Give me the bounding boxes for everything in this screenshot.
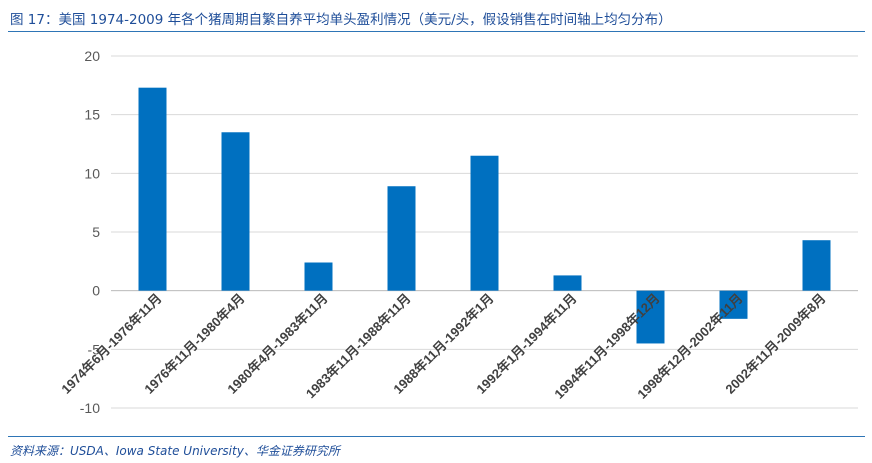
y-tick-label: 0 [92, 283, 100, 299]
bar [636, 290, 665, 344]
chart-title: 图 17：美国 1974-2009 年各个猪周期自繁自养平均单头盈利情况（美元/… [10, 12, 672, 28]
footer-divider [8, 436, 865, 437]
y-tick-label: 5 [92, 224, 100, 240]
bar [304, 262, 333, 291]
bar [221, 132, 250, 291]
x-axis-labels: 1974年6月-1976年11月1976年11月-1980年4月1980年4月-… [58, 291, 828, 402]
bar [802, 240, 831, 291]
y-tick-label: -10 [80, 400, 100, 416]
y-tick-label: 15 [84, 107, 100, 123]
bar [138, 87, 167, 291]
y-axis-ticks: 20 15 10 5 0 -5 -10 [80, 48, 100, 416]
title-divider [8, 31, 865, 32]
bar [387, 186, 416, 291]
bar-chart: 20 15 10 5 0 -5 -10 1974年6月-1976年11月1976年11月-1… [58, 48, 858, 416]
source-note: 资料来源：USDA、Iowa State University、华金证券研究所 [10, 444, 340, 458]
bar [719, 290, 748, 319]
bars [138, 87, 831, 344]
bar [553, 275, 582, 291]
y-tick-label: 10 [84, 165, 100, 181]
bar [470, 155, 499, 291]
y-tick-label: 20 [84, 48, 100, 64]
y-tick-label: -5 [88, 341, 101, 357]
